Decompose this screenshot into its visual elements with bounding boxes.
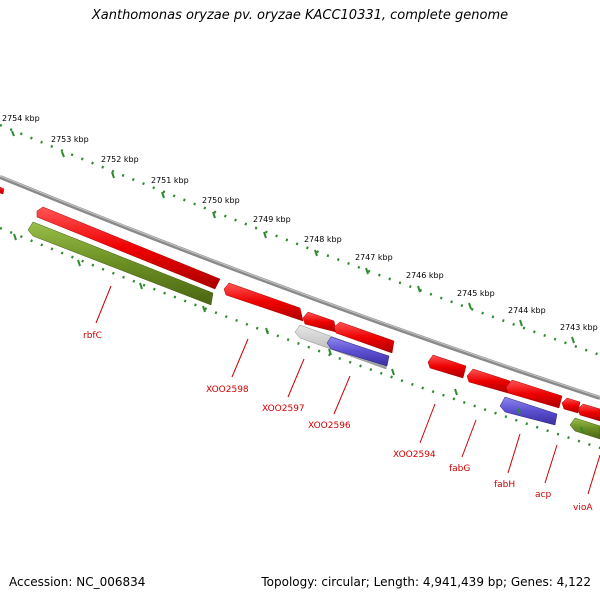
kbp-label: 2754 kbp <box>2 114 40 123</box>
inner-major-ticks <box>13 233 584 434</box>
reverse-strand-genes <box>27 221 600 440</box>
kbp-label: 2749 kbp <box>253 215 291 224</box>
gene-forward <box>505 379 563 409</box>
kbp-label: 2745 kbp <box>457 289 495 298</box>
gene-label-XOO2594: XOO2594 <box>393 450 436 460</box>
kbp-label: 2743 kbp <box>560 323 598 332</box>
kbp-label: 2748 kbp <box>304 235 342 244</box>
gene-forward <box>427 354 467 379</box>
gene-labels: rbfC XOO2598 XOO2597 XOO2596 XOO2594 fab… <box>83 331 593 513</box>
genome-summary-text: Topology: circular; Length: 4,941,439 bp… <box>261 575 591 589</box>
gene-reverse <box>569 417 600 440</box>
outer-dotted-ring <box>0 123 600 357</box>
gene-forward <box>466 368 511 394</box>
kbp-label: 2751 kbp <box>151 176 189 185</box>
gene-label-rbfC: rbfC <box>83 331 102 341</box>
gene-label-XOO2596: XOO2596 <box>308 421 351 431</box>
forward-strand-genes <box>0 186 600 422</box>
kbp-label: 2753 kbp <box>51 135 89 144</box>
gene-label-leaders <box>95 285 600 495</box>
kbp-label: 2752 kbp <box>101 155 139 164</box>
gene-forward <box>577 403 600 422</box>
gene-forward <box>561 397 581 414</box>
gene-reverse <box>326 336 390 367</box>
gene-label-acp: acp <box>535 490 551 500</box>
gene-reverse <box>499 396 558 426</box>
gene-reverse <box>27 221 214 306</box>
genome-backbone-highlight <box>0 175 600 398</box>
gene-forward <box>223 282 304 322</box>
gene-forward <box>333 321 395 354</box>
kbp-label: 2746 kbp <box>406 271 444 280</box>
genome-backbone <box>0 175 600 400</box>
gene-label-fabH: fabH <box>494 480 515 490</box>
gene-forward <box>36 206 221 290</box>
gene-label-vioA: vioA <box>573 503 593 513</box>
gene-label-XOO2598: XOO2598 <box>206 385 249 395</box>
map-title: Xanthomonas oryzae pv. oryzae KACC10331,… <box>91 8 509 23</box>
gene-label-fabG: fabG <box>449 464 470 474</box>
accession-text: Accession: NC_006834 <box>9 575 146 589</box>
gene-label-XOO2597: XOO2597 <box>262 404 305 414</box>
outer-major-ticks <box>11 130 575 344</box>
gene-forward <box>0 186 5 195</box>
kbp-label: 2747 kbp <box>355 253 393 262</box>
kbp-label: 2750 kbp <box>202 196 240 205</box>
kbp-labels: 2754 kbp 2753 kbp 2752 kbp 2751 kbp 2750… <box>2 114 598 332</box>
kbp-label: 2744 kbp <box>508 306 546 315</box>
